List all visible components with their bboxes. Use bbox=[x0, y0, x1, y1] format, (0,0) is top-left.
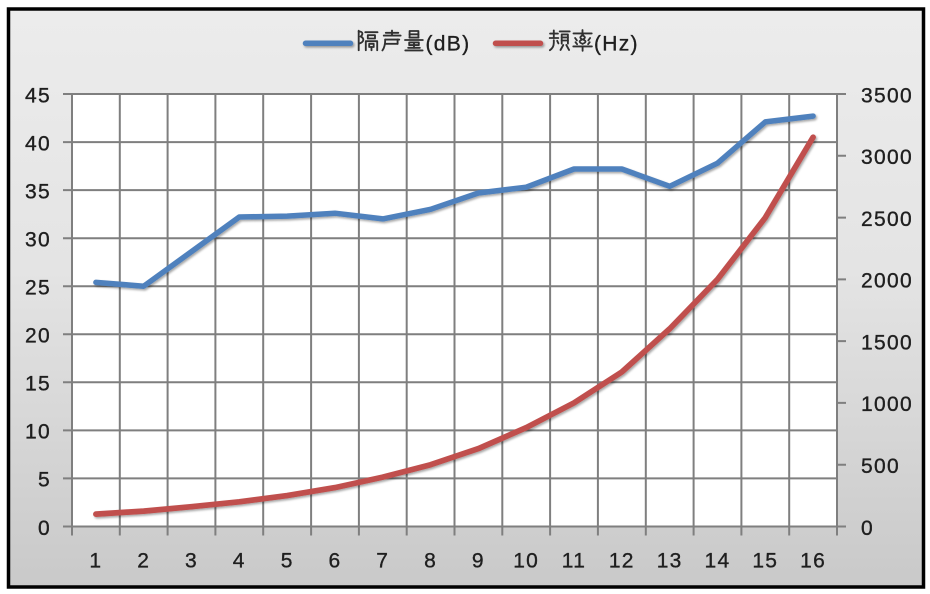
svg-text:3000: 3000 bbox=[861, 146, 913, 169]
svg-text:(dB): (dB) bbox=[426, 33, 471, 56]
svg-text:7: 7 bbox=[376, 549, 389, 572]
svg-text:16: 16 bbox=[800, 549, 826, 572]
svg-text:14: 14 bbox=[705, 549, 731, 572]
svg-text:2500: 2500 bbox=[861, 208, 913, 231]
svg-text:20: 20 bbox=[25, 325, 51, 348]
svg-text:3500: 3500 bbox=[861, 84, 913, 107]
svg-text:0: 0 bbox=[861, 517, 874, 540]
svg-text:1: 1 bbox=[89, 549, 102, 572]
svg-text:15: 15 bbox=[752, 549, 778, 572]
svg-text:25: 25 bbox=[25, 277, 51, 300]
svg-text:1500: 1500 bbox=[861, 331, 913, 354]
svg-text:15: 15 bbox=[25, 373, 51, 396]
svg-text:12: 12 bbox=[609, 549, 635, 572]
svg-text:5: 5 bbox=[281, 549, 294, 572]
svg-text:40: 40 bbox=[25, 132, 51, 155]
svg-text:9: 9 bbox=[472, 549, 485, 572]
svg-text:30: 30 bbox=[25, 229, 51, 252]
svg-text:3: 3 bbox=[185, 549, 198, 572]
svg-text:45: 45 bbox=[25, 84, 51, 107]
svg-text:0: 0 bbox=[38, 517, 51, 540]
svg-text:4: 4 bbox=[233, 549, 246, 572]
svg-text:13: 13 bbox=[657, 549, 683, 572]
svg-text:10: 10 bbox=[513, 549, 539, 572]
svg-text:8: 8 bbox=[424, 549, 437, 572]
svg-text:35: 35 bbox=[25, 180, 51, 203]
svg-text:10: 10 bbox=[25, 421, 51, 444]
svg-text:2000: 2000 bbox=[861, 270, 913, 293]
svg-text:(Hz): (Hz) bbox=[594, 33, 639, 56]
svg-text:2: 2 bbox=[137, 549, 150, 572]
svg-text:11: 11 bbox=[562, 549, 586, 572]
svg-text:6: 6 bbox=[329, 549, 342, 572]
svg-text:500: 500 bbox=[861, 455, 900, 478]
svg-text:5: 5 bbox=[38, 469, 51, 492]
svg-text:1000: 1000 bbox=[861, 393, 913, 416]
